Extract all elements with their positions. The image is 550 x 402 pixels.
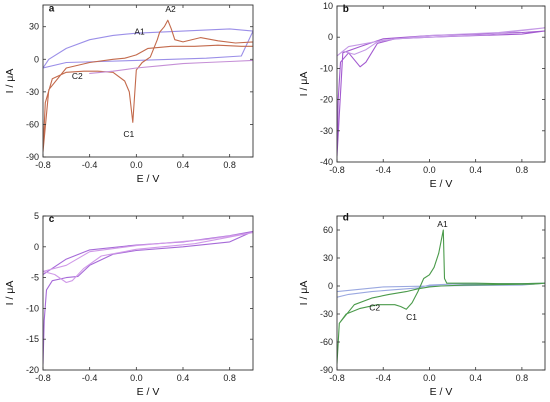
x-axis-title-a: E / V [137, 173, 160, 185]
x-tick-label-d: 0.4 [469, 373, 482, 383]
y-tick-label-b: -20 [320, 95, 333, 105]
x-tick-label-b: -0.4 [375, 165, 391, 175]
series-a-2 [43, 19, 253, 153]
y-tick-label-a: -90 [26, 152, 39, 162]
x-tick-label-b: 0.8 [516, 165, 529, 175]
y-tick-label-d: -90 [320, 365, 333, 375]
y-tick-label-b: 0 [328, 32, 333, 42]
y-tick-label-b: -30 [320, 126, 333, 136]
y-tick-label-d: 30 [323, 253, 333, 263]
x-tick-label-c: 0.8 [223, 373, 236, 383]
x-tick-label-a: 0.4 [177, 160, 190, 170]
y-tick-label-b: -40 [320, 157, 333, 167]
plot-frame-b [336, 5, 546, 163]
panel-letter-d: d [343, 213, 349, 224]
x-tick-label-d: 0.0 [423, 373, 436, 383]
y-tick-label-a: -30 [26, 87, 39, 97]
y-tick-label-c: -15 [26, 334, 39, 344]
peak-label-d-a1: A1 [437, 219, 448, 229]
x-tick-label-b: -0.8 [329, 165, 345, 175]
peak-label-d-c1: C1 [406, 312, 417, 322]
x-tick-label-d: -0.4 [375, 373, 391, 383]
y-axis-title-b: I / μA [298, 72, 310, 97]
panel-b: -0.8 -0.4 0.0 0.4 0.8 -40 -30 -20 -10 0 10 E / V I /… [298, 1, 546, 190]
y-tick-label-c: 5 [34, 211, 39, 221]
y-tick-label-a: 30 [29, 22, 39, 32]
y-tick-label-c: 0 [34, 242, 39, 252]
y-tick-label-c: -20 [26, 365, 39, 375]
x-axis-title-b: E / V [430, 178, 453, 190]
panel-c: -0.8 -0.4 0.0 0.4 0.8 -20 -15 -10 -5 0 5 E / V I / μ… [4, 211, 254, 398]
series-c-1 [43, 230, 253, 365]
x-tick-label-c: 0.0 [130, 373, 143, 383]
panel-letter-c: c [49, 214, 55, 225]
y-tick-label-d: -30 [320, 309, 333, 319]
y-tick-label-d: 60 [323, 225, 333, 235]
series-a-3 [89, 59, 253, 74]
x-tick-label-d: 0.8 [516, 373, 529, 383]
series-c-2 [43, 232, 253, 284]
y-axis-title-a: I / μA [4, 69, 16, 94]
y-tick-label-a: -60 [26, 119, 39, 129]
x-tick-label-c: -0.4 [82, 373, 98, 383]
peak-label-d-c2: C2 [369, 303, 380, 313]
x-tick-label-a: -0.4 [82, 160, 98, 170]
y-tick-label-b: 10 [323, 1, 333, 11]
x-tick-label-b: 0.4 [469, 165, 482, 175]
x-tick-label-b: 0.0 [423, 165, 436, 175]
y-tick-label-c: -10 [26, 303, 39, 313]
y-axis-title-d: I / μA [298, 281, 310, 306]
y-tick-label-a: 0 [34, 54, 39, 64]
series-b-1 [337, 30, 545, 157]
series-b-2 [337, 27, 545, 57]
panel-letter-b: b [343, 4, 349, 15]
panel-a: -0.8 -0.4 0.0 0.4 0.8 -90 -60 -30 0 30 E / V I / μA… [4, 4, 254, 185]
x-axis-title-c: E / V [137, 386, 160, 398]
x-tick-label-a: -0.8 [35, 160, 51, 170]
x-tick-label-c: -0.8 [35, 373, 51, 383]
y-tick-label-b: -10 [320, 63, 333, 73]
series-a-1 [43, 28, 253, 69]
panel-letter-a: a [49, 4, 55, 15]
y-tick-label-d: 0 [328, 281, 333, 291]
plot-frame-d [336, 215, 546, 371]
peak-label-a-c1: C1 [123, 129, 134, 139]
plot-frame-c [42, 215, 254, 371]
x-tick-label-c: 0.4 [177, 373, 190, 383]
y-tick-label-c: -5 [31, 273, 39, 283]
series-d-2 [337, 229, 545, 365]
peak-label-a-c2: C2 [72, 71, 83, 81]
peak-label-a-a1: A1 [134, 26, 145, 36]
series-d-1 [337, 282, 545, 298]
y-tick-label-d: -60 [320, 337, 333, 347]
x-tick-label-a: 0.8 [223, 160, 236, 170]
x-axis-title-d: E / V [430, 386, 453, 398]
panel-d: -0.8 -0.4 0.0 0.4 0.8 -90 -60 -30 0 30 60 E / V I / … [298, 213, 546, 398]
peak-label-a-a2: A2 [165, 4, 176, 14]
x-tick-label-a: 0.0 [130, 160, 143, 170]
x-tick-label-d: -0.8 [329, 373, 345, 383]
plot-frame-a [42, 4, 254, 158]
y-axis-title-c: I / μA [4, 281, 16, 306]
